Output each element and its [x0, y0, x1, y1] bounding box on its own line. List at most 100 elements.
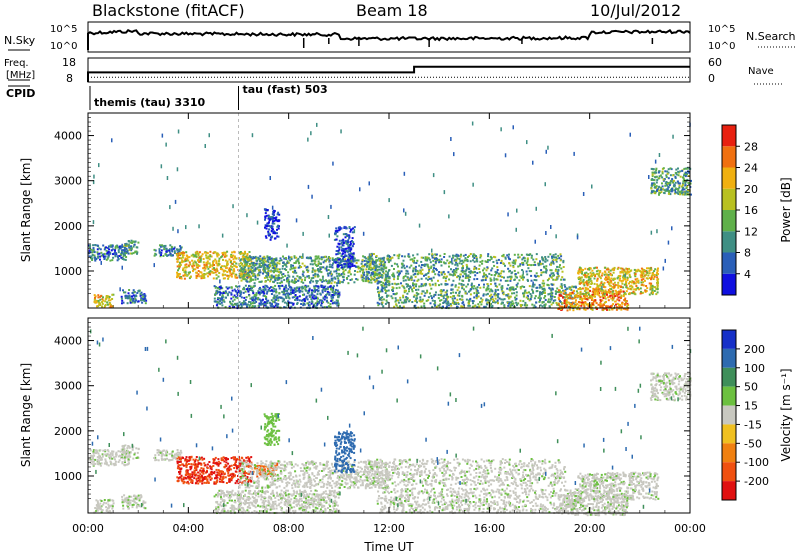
power-dot	[307, 275, 310, 277]
power-dot	[631, 292, 634, 295]
power-dot	[255, 297, 258, 300]
power-dot	[585, 288, 588, 291]
power-dot	[227, 268, 230, 271]
power-dot	[525, 296, 528, 299]
power-dot	[382, 260, 385, 263]
power-dot	[470, 282, 473, 285]
power-dot	[517, 265, 520, 268]
power-dot	[384, 283, 387, 286]
power-dot	[412, 273, 415, 276]
power-dot	[507, 295, 510, 298]
power-dot	[273, 276, 276, 279]
power-dot	[568, 297, 571, 299]
power-dot	[391, 256, 394, 259]
power-dot	[599, 277, 602, 280]
power-dot	[287, 295, 290, 298]
power-dot	[493, 264, 496, 267]
power-dot	[472, 287, 475, 290]
power-dot	[555, 302, 558, 304]
power-dot	[655, 293, 658, 296]
power-dot	[235, 266, 238, 269]
power-dot	[258, 293, 261, 296]
power-dot	[579, 296, 582, 299]
power-dot	[482, 279, 485, 282]
power-dot	[556, 271, 559, 273]
power-dot	[321, 291, 324, 294]
power-dot	[270, 261, 273, 264]
power-dot	[552, 274, 555, 277]
power-dot	[240, 305, 243, 308]
power-dot	[446, 303, 449, 306]
power-dot	[99, 248, 102, 251]
power-dot	[492, 301, 494, 304]
power-dot	[453, 301, 456, 304]
power-dot	[476, 286, 479, 289]
power-dot	[244, 290, 247, 293]
power-dot	[502, 253, 505, 256]
power-dot	[181, 259, 184, 262]
power-dot	[298, 299, 301, 302]
power-dot	[415, 291, 418, 294]
power-dot	[264, 235, 267, 238]
power-dot	[95, 301, 98, 304]
power-dot	[395, 299, 398, 302]
power-dot	[336, 264, 339, 267]
power-dot	[686, 192, 689, 195]
power-dot	[414, 265, 417, 268]
power-dot	[532, 285, 535, 288]
power-dot	[119, 245, 122, 248]
power-dot	[662, 188, 664, 191]
power-dot	[495, 259, 498, 262]
power-dot	[493, 255, 495, 258]
power-dot	[126, 302, 129, 305]
power-dot	[267, 232, 270, 235]
power-dot	[252, 262, 255, 265]
power-dot	[184, 273, 186, 276]
power-dot	[268, 216, 271, 219]
power-dot	[91, 251, 94, 254]
power-dot	[422, 290, 425, 293]
power-dot	[494, 256, 497, 259]
power-dot	[503, 276, 505, 279]
power-dot	[499, 275, 502, 278]
power-dot	[129, 247, 132, 250]
power-dot	[217, 297, 219, 300]
power-dot	[215, 267, 218, 270]
power-dot	[398, 253, 401, 256]
power-dot	[267, 230, 270, 233]
power-dot	[292, 302, 295, 305]
power-dot	[101, 302, 104, 305]
power-dot	[467, 274, 470, 277]
power-dot	[428, 253, 431, 256]
power-dot	[252, 273, 255, 276]
power-dot	[651, 184, 653, 187]
power-dot	[344, 233, 347, 236]
power-dot	[373, 261, 376, 264]
power-dot	[292, 292, 295, 295]
power-dot	[102, 296, 104, 299]
power-dot	[432, 276, 435, 279]
power-dot	[128, 240, 130, 243]
power-dot	[224, 253, 227, 256]
power-dot	[304, 276, 307, 279]
power-dot	[286, 302, 288, 305]
power-dot	[270, 260, 273, 263]
power-dot	[197, 252, 200, 255]
power-dot	[446, 259, 449, 262]
power-dot	[277, 227, 280, 230]
power-dot	[384, 273, 387, 276]
power-dot	[558, 266, 561, 269]
power-dot	[682, 177, 685, 180]
power-dot	[410, 276, 413, 279]
power-dot	[332, 285, 335, 288]
power-dot	[336, 284, 339, 287]
power-dot	[264, 280, 267, 283]
power-dot	[673, 189, 676, 192]
power-dot	[577, 270, 580, 273]
power-dot	[244, 268, 247, 271]
power-dot	[248, 304, 251, 307]
power-dot	[617, 296, 620, 299]
power-dot	[390, 257, 392, 260]
power-dot	[320, 279, 322, 282]
power-dot	[185, 254, 188, 257]
